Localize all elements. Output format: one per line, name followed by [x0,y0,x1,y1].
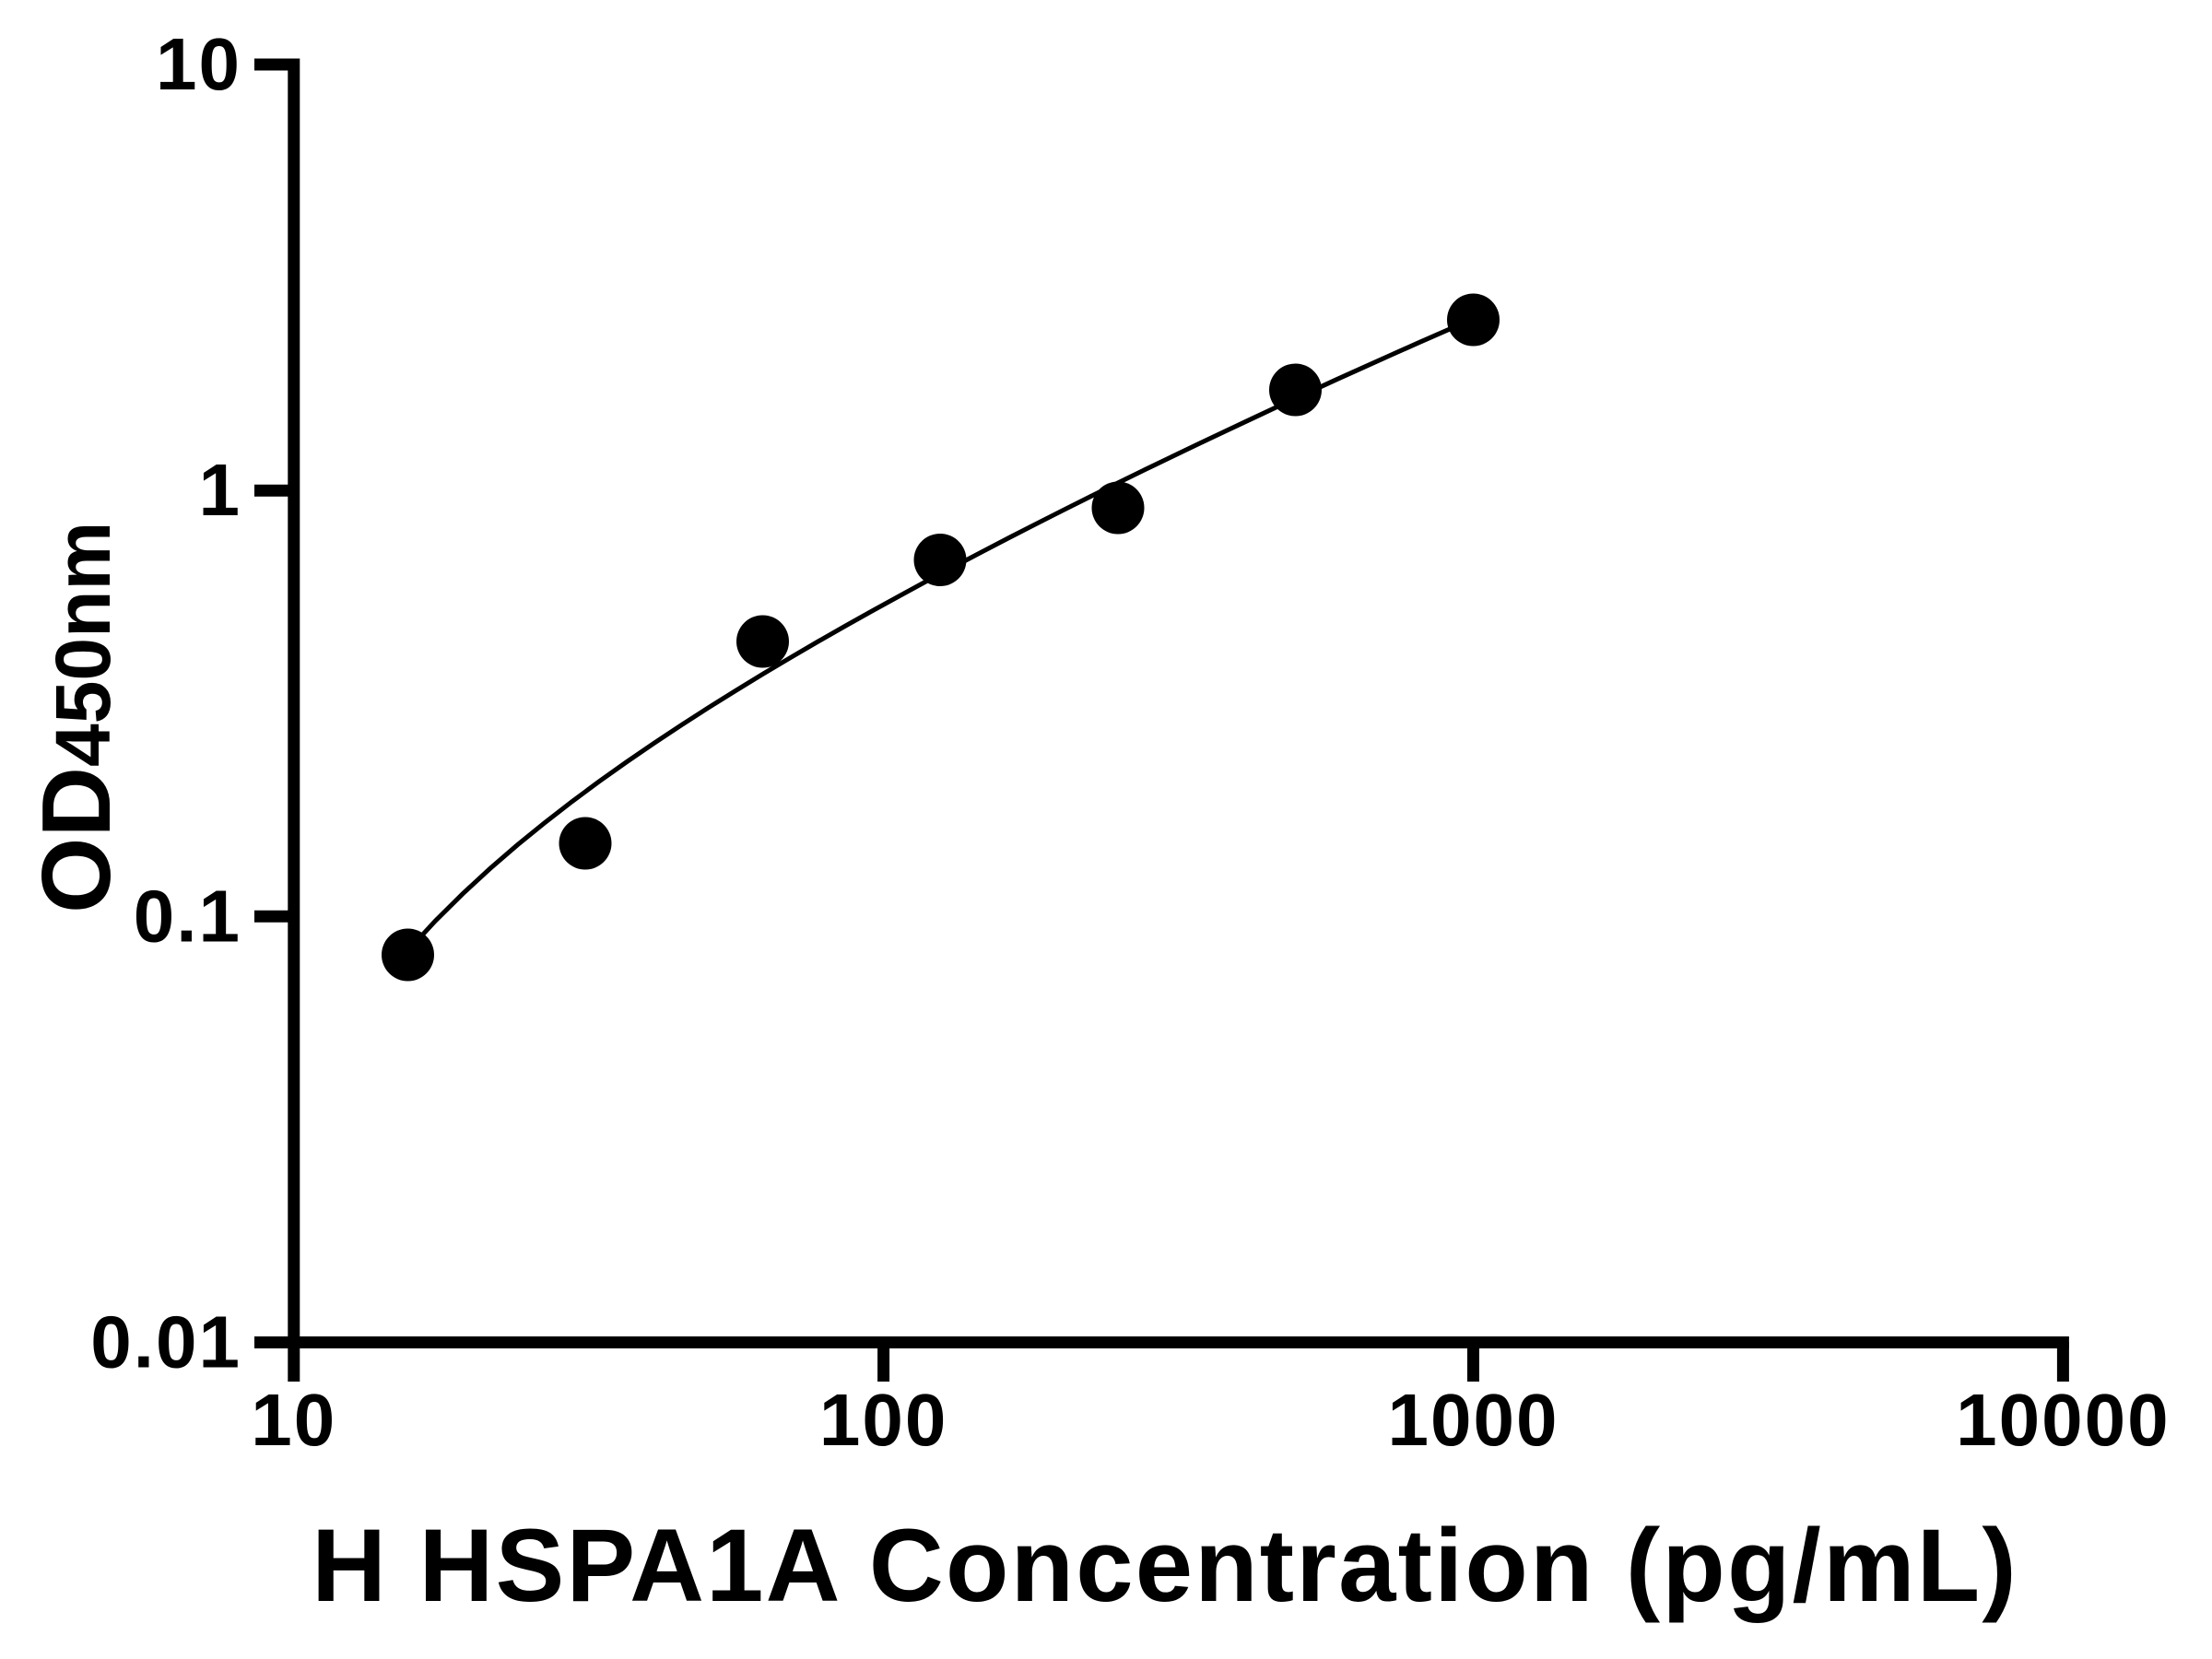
svg-text:0.1: 0.1 [134,875,241,957]
svg-text:0.01: 0.01 [90,1301,241,1383]
svg-text:10000: 10000 [1956,1379,2170,1461]
svg-text:100: 100 [819,1379,947,1461]
svg-text:1000: 1000 [1388,1379,1559,1461]
svg-text:OD450nm: OD450nm [22,522,131,913]
svg-text:10: 10 [156,23,241,105]
svg-text:1: 1 [199,449,242,531]
svg-text:10: 10 [251,1379,336,1461]
svg-text:H HSPA1A Concentration (pg/mL): H HSPA1A Concentration (pg/mL) [312,1508,2018,1623]
